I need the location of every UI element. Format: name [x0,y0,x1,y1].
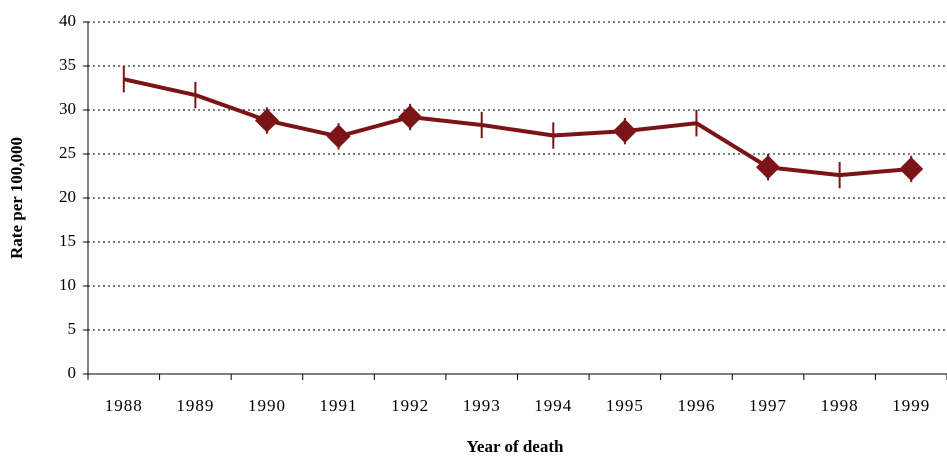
y-tick-label: 25 [59,143,76,162]
marker [612,119,637,144]
x-tick-label: 1991 [320,396,358,415]
marker [756,155,781,180]
y-tick-label: 30 [59,99,76,118]
x-axis-title: Year of death [467,437,564,456]
y-tick-label: 15 [59,231,76,250]
y-tick-label: 20 [59,187,76,206]
x-tick-label: 1990 [248,396,286,415]
y-tick-label: 40 [59,11,76,30]
x-tick-label: 1988 [105,396,143,415]
marker [899,156,924,181]
y-tick-label: 5 [68,319,77,338]
x-tick-label: 1992 [391,396,429,415]
marker [326,124,351,149]
line [123,77,912,178]
y-tick-label: 10 [59,275,76,294]
x-tick-label: 1989 [176,396,214,415]
x-tick-label: 1997 [749,396,787,415]
marker [398,105,423,130]
x-tick-label: 1993 [463,396,501,415]
x-tick-label: 1994 [534,396,572,415]
x-tick-label: 1996 [677,396,715,415]
y-axis-title: Rate per 100,000 [7,137,26,259]
x-tick-label: 1999 [892,396,930,415]
y-tick-label: 35 [59,55,76,74]
x-tick-label: 1998 [821,396,859,415]
marker [254,108,279,133]
y-tick-label: 0 [68,363,77,382]
x-tick-label: 1995 [606,396,644,415]
